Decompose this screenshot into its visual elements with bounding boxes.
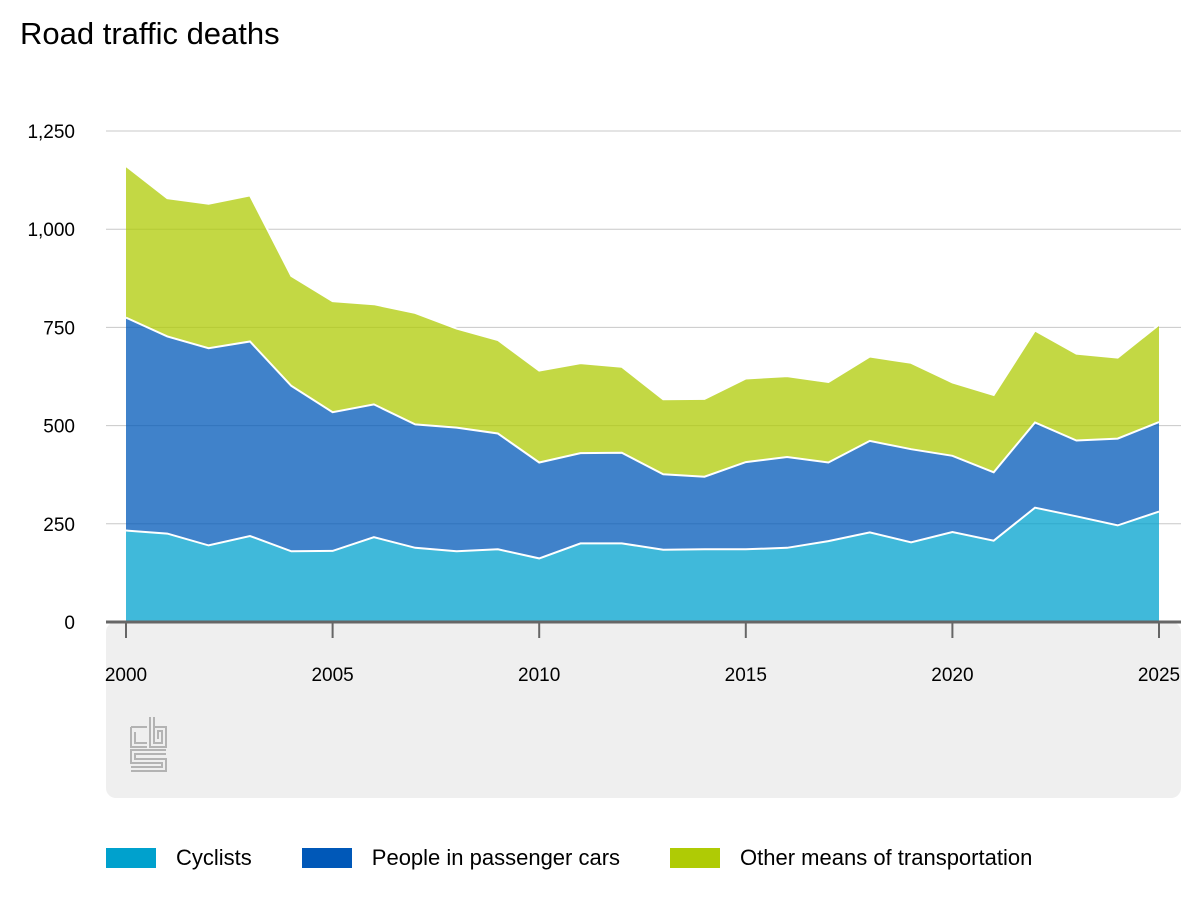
y-tick-label: 750 [43, 318, 75, 339]
y-tick-label: 1,000 [27, 220, 75, 241]
x-tick-label: 2005 [311, 665, 353, 686]
x-tick-label: 2020 [931, 665, 973, 686]
x-tick-label: 2025 [1138, 665, 1180, 686]
legend-swatch-cyclists [106, 848, 156, 868]
series-line-area-other-transport [125, 165, 1160, 401]
x-axis [106, 620, 1181, 638]
area-passenger-cars[interactable] [126, 317, 1159, 559]
y-tick-label: 250 [43, 515, 75, 536]
x-tick-label: 2010 [518, 665, 560, 686]
legend-item-passenger-cars[interactable]: People in passenger cars [301, 845, 621, 871]
area-cyclists[interactable] [126, 507, 1159, 622]
x-axis-labels: 2000 2005 2010 2015 2020 2025 [105, 665, 1180, 686]
y-tick-label: 0 [64, 613, 75, 634]
legend: Cyclists People in passenger cars Other … [106, 840, 1082, 876]
series-line-area-cyclists [125, 506, 1160, 560]
y-axis-labels: 0 250 500 750 1,000 1,250 [27, 122, 75, 634]
series-line-area-passenger-cars [125, 316, 1160, 478]
chart-background-panel [106, 622, 1181, 798]
legend-label-passenger-cars: People in passenger cars [371, 845, 621, 870]
y-tick-label: 1,250 [27, 122, 75, 143]
chart-title: Road traffic deaths [20, 16, 280, 51]
legend-swatch-other-transport [670, 848, 721, 868]
x-tick-label: 2015 [725, 665, 767, 686]
legend-label-cyclists: Cyclists [176, 845, 252, 870]
cbs-logo-icon [130, 717, 167, 772]
x-tick-label: 2000 [105, 665, 147, 686]
legend-item-other-transport[interactable]: Other means of transportation [670, 845, 1032, 871]
plot-areas [125, 165, 1160, 622]
legend-label-other-transport: Other means of transportation [740, 845, 1033, 870]
area-other-transport[interactable] [126, 166, 1159, 477]
y-tick-label: 500 [43, 417, 75, 438]
legend-swatch-passenger-cars [301, 848, 352, 868]
legend-item-cyclists[interactable]: Cyclists [106, 845, 252, 871]
